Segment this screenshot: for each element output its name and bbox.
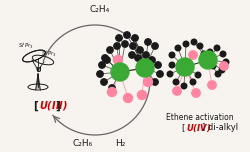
Text: U: U: [35, 67, 41, 73]
Circle shape: [197, 43, 203, 49]
Circle shape: [111, 63, 129, 81]
Circle shape: [143, 52, 149, 58]
Circle shape: [114, 43, 120, 49]
Circle shape: [214, 45, 220, 51]
Circle shape: [223, 59, 229, 65]
Text: [: [: [182, 123, 185, 133]
Circle shape: [169, 52, 175, 58]
Circle shape: [181, 83, 187, 89]
Circle shape: [208, 81, 216, 89]
Circle shape: [219, 67, 225, 73]
Circle shape: [135, 55, 141, 61]
Circle shape: [129, 52, 135, 58]
Circle shape: [157, 71, 163, 77]
Text: C₂H₆: C₂H₆: [73, 140, 93, 149]
Ellipse shape: [22, 50, 46, 62]
Circle shape: [220, 51, 226, 57]
Circle shape: [107, 47, 113, 53]
Circle shape: [190, 79, 196, 85]
Circle shape: [99, 62, 105, 68]
Circle shape: [189, 51, 197, 59]
Circle shape: [191, 39, 197, 45]
Circle shape: [201, 51, 207, 57]
Circle shape: [155, 62, 161, 68]
Text: ] di-alkyl: ] di-alkyl: [202, 123, 238, 133]
Text: [: [: [33, 101, 38, 111]
Circle shape: [132, 35, 138, 41]
Circle shape: [97, 71, 103, 77]
Circle shape: [220, 62, 228, 70]
Circle shape: [183, 41, 189, 47]
Text: Si$^i$Pr$_3$: Si$^i$Pr$_3$: [41, 49, 56, 59]
Circle shape: [109, 85, 115, 91]
Circle shape: [101, 79, 107, 85]
Circle shape: [104, 57, 110, 63]
Circle shape: [176, 58, 194, 76]
Circle shape: [167, 71, 173, 77]
Text: Si$^i$Pr$_3$: Si$^i$Pr$_3$: [18, 41, 34, 51]
Circle shape: [138, 90, 146, 100]
Circle shape: [136, 59, 154, 77]
Circle shape: [114, 55, 122, 64]
Circle shape: [149, 57, 155, 63]
Circle shape: [124, 32, 130, 38]
Text: C₂H₄: C₂H₄: [90, 5, 110, 14]
Circle shape: [175, 45, 181, 51]
Circle shape: [215, 71, 221, 77]
Text: $\bfit{U(III)}$: $\bfit{U(III)}$: [39, 100, 68, 112]
Circle shape: [210, 63, 216, 69]
Circle shape: [130, 43, 136, 49]
Circle shape: [192, 89, 200, 97]
Text: Ethene activation: Ethene activation: [166, 112, 234, 121]
Circle shape: [173, 79, 179, 85]
Circle shape: [169, 62, 175, 68]
Circle shape: [145, 39, 151, 45]
Circle shape: [116, 35, 122, 41]
Text: ]: ]: [55, 101, 60, 111]
Circle shape: [199, 51, 217, 69]
Circle shape: [144, 78, 152, 86]
Circle shape: [173, 87, 181, 95]
Circle shape: [152, 79, 158, 85]
Circle shape: [122, 41, 128, 47]
Circle shape: [152, 43, 158, 49]
Circle shape: [124, 93, 132, 102]
Text: H₂: H₂: [115, 140, 125, 149]
Circle shape: [195, 72, 201, 78]
Circle shape: [207, 49, 213, 55]
Text: $\bfit{U(IV)}$: $\bfit{U(IV)}$: [186, 122, 211, 134]
Circle shape: [108, 88, 116, 97]
Circle shape: [102, 55, 108, 61]
Circle shape: [137, 47, 143, 53]
